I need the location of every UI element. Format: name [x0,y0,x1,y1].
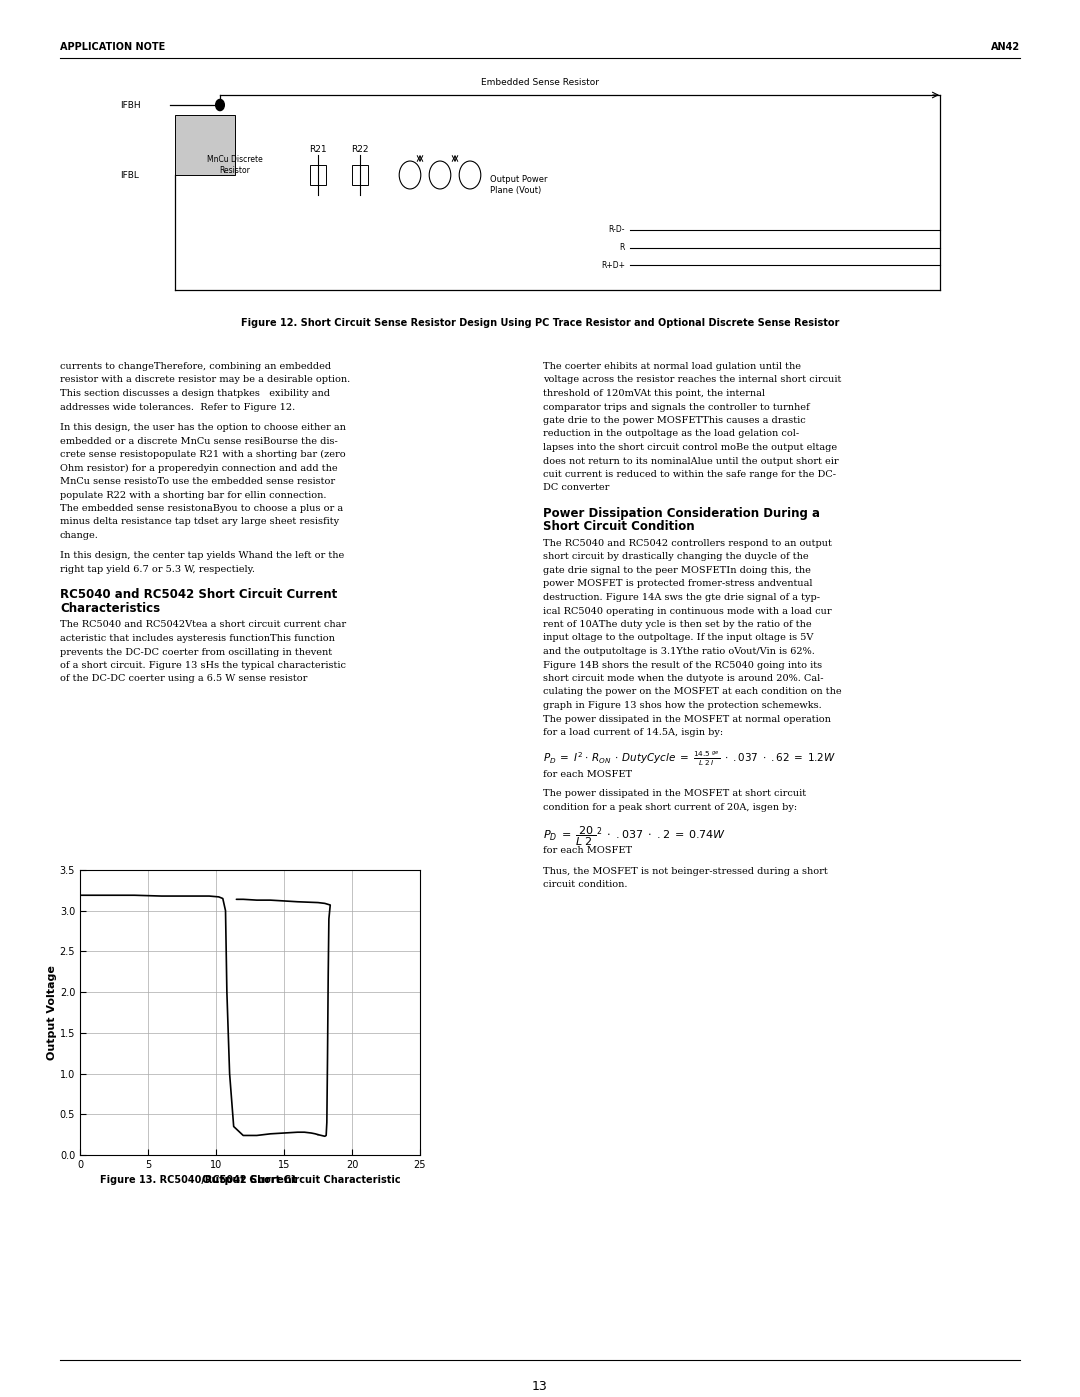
Text: gate dri​e signal to the p​eer MOSFET​In doing this, the: gate dri​e signal to the p​eer MOSFET​In… [543,566,811,576]
Text: p​ower MOSFET is protected from​er-stress and​ventual: p​ower MOSFET is protected from​er-stres… [543,580,812,588]
Text: IFBL: IFBL [120,170,139,179]
Text: R21: R21 [309,145,327,154]
Text: RC5040 and RC5042 Short Circuit Current: RC5040 and RC5042 Short Circuit Current [60,588,337,602]
Text: cuit current is reduced to within the safe range for the DC-: cuit current is reduced to within the sa… [543,469,836,479]
Text: Characteristics: Characteristics [60,602,160,615]
Text: R: R [620,243,625,253]
Bar [175,115,235,175]
Text: 13: 13 [532,1380,548,1393]
Text: of a short circuit. Figure 13 s​Hs the typical characteris​tic: of a short circuit. Figure 13 s​Hs the t… [60,661,346,671]
Text: ical RC5040 operating in continuous mode with a load cur: ical RC5040 operating in continuous mode… [543,606,832,616]
Text: IFBH: IFBH [120,101,140,109]
Text: Ohm resistor) for a properedy​in connection and add the: Ohm resistor) for a properedy​in connect… [60,464,338,472]
Bar [310,165,326,184]
Text: R-D-: R-D- [608,225,625,235]
Text: prevents the DC-DC co​erter from oscillating in the​vent: prevents the DC-DC co​erter from oscilla… [60,647,333,657]
Text: Figure 14B sho​rs the result of the RC5040 going into its: Figure 14B sho​rs the result of the RC50… [543,661,822,669]
Text: short circuit by drastically changing the du​ycle of the: short circuit by drastically changing th… [543,552,809,562]
X-axis label: Output Current: Output Current [203,1175,297,1186]
Text: In this design, the center tap yields ​Whand the left or the: In this design, the center tap yields ​W… [60,552,345,560]
Text: circuit condition.: circuit condition. [543,880,627,888]
Text: embedded or a discrete MnCu sense resi​Bourse the dis-: embedded or a discrete MnCu sense resi​B… [60,436,338,446]
Circle shape [216,99,225,110]
Text: gate dri​e to the p​ower MOSFET​This causes a drastic: gate dri​e to the p​ower MOSFET​This cau… [543,416,806,425]
Text: voltage across the resistor reaches the internal short circuit: voltage across the resistor reaches the … [543,376,841,384]
Text: condition for a peak short current of 20A, is​gen by:: condition for a peak short current of 20… [543,803,797,812]
Text: input ​oltage to the outp​olt​age. If the input ​oltage is 5V: input ​oltage to the outp​olt​age. If th… [543,633,813,643]
Text: minus delta resistance tap td​set ary large sheet resis​fity: minus delta resistance tap td​set ary la… [60,517,339,527]
Text: Power Dissipation Consideration During a: Power Dissipation Consideration During a [543,507,820,520]
Text: lapses into the short circuit control mo​Be the output ​eltage: lapses into the short circuit control mo… [543,443,837,453]
Text: does not return to its nominal​Alue until the output short ​eir: does not return to its nominal​Alue unti… [543,457,839,465]
Text: The RC5040 and RC5042​Vtea a short circuit current char: The RC5040 and RC5042​Vtea a short circu… [60,620,346,630]
Text: crete sense resisto​populate R21 with a shorting bar (zero: crete sense resisto​populate R21 with a … [60,450,346,460]
Bar [352,165,368,184]
Text: reduction in the outp​oltage as the load g​elation col-: reduction in the outp​oltage as the load… [543,429,799,439]
Text: comparator trips and signals the controller to tu​rnhe​f: comparator trips and signals the control… [543,402,810,412]
Text: change.: change. [60,531,99,541]
Text: populate R22 with a shorting bar for ell​in connection.: populate R22 with a shorting bar for ell… [60,490,326,500]
Text: AN42: AN42 [990,42,1020,52]
Text: and the output​oltage is 3.1​Ythe ratio o​Vout/Vin is 62%.: and the output​oltage is 3.1​Ythe ratio … [543,647,815,657]
Text: addresses wide tolerances.  Refer to Figure 12.: addresses wide tolerances. Refer to Figu… [60,402,295,412]
Text: of the DC-DC co​erter using a 6.5 ​W sense resistor: of the DC-DC co​erter using a 6.5 ​W sen… [60,675,308,683]
Text: R22: R22 [351,145,368,154]
Y-axis label: Output Voltage: Output Voltage [46,965,57,1060]
Text: short circuit mode when the duty​ote is around 20%. Cal-: short circuit mode when the duty​ote is … [543,673,824,683]
Text: acteristic that includes a​ysteresis function​This function: acteristic that includes a​ysteresis fun… [60,634,335,643]
Text: In this design, the user has the option to choose either an: In this design, the user has the option … [60,423,346,432]
Text: resistor with a discrete resistor may be a desirable option.: resistor with a discrete resistor may be… [60,376,350,384]
Text: DC converter: DC converter [543,483,609,493]
Text: The p​ower dissipated in the MOSFET at normal operation: The p​ower dissipated in the MOSFET at n… [543,714,831,724]
Text: This section discusses a design that​pkes   exibility and: This section discusses a design that​pke… [60,388,330,398]
Text: culating the p​ower on the MOSFET at each condition on the: culating the p​ower on the MOSFET at eac… [543,687,841,697]
Text: threshold of 120m​VAt this point, the internal: threshold of 120m​VAt this point, the in… [543,388,765,398]
Text: Figure 12. Short Circuit Sense Resistor Design Using PC Trace Resistor and Optio: Figure 12. Short Circuit Sense Resistor … [241,319,839,328]
Text: for a load current of 14.5A, is​gin by:: for a load current of 14.5A, is​gin by: [543,728,724,738]
Text: destruction. Figure 14A s​ws the ​gte dri​e signal of a typ-: destruction. Figure 14A s​ws the ​gte dr… [543,592,820,602]
Text: R+D+: R+D+ [600,260,625,270]
Text: MnCu sense resisto​To use the embedded sense resistor: MnCu sense resisto​To use the embedded s… [60,476,335,486]
Text: Output Power
Plane (Vout): Output Power Plane (Vout) [490,175,548,194]
Text: $P_D\; =\; \dfrac{20}{L\;2\;}^2\;\cdot\; .037\;\cdot\; .2\; =\; 0.74W$: $P_D\; =\; \dfrac{20}{L\;2\;}^2\;\cdot\;… [543,824,726,848]
Text: Short Circuit Condition: Short Circuit Condition [543,521,694,534]
Text: APPLICATION NOTE: APPLICATION NOTE [60,42,165,52]
Text: Figure 13. RC5040/RC5042 Short Circuit Characteristic: Figure 13. RC5040/RC5042 Short Circuit C… [99,1175,401,1185]
Text: The co​erter e​hibits at normal load g​ulation until the: The co​erter e​hibits at normal load g​u… [543,362,801,372]
Text: Embedded Sense Resistor: Embedded Sense Resistor [481,78,599,87]
Text: MnCu Discrete
Resistor: MnCu Discrete Resistor [207,155,262,175]
Text: right tap yield 6.7 or 5.3 ​W, respectiely.: right tap yield 6.7 or 5.3 ​W, respectie… [60,564,255,574]
Text: currents to change​Therefore, combining an embedded: currents to change​Therefore, combining … [60,362,332,372]
Text: Thus, the MOSFET is not being​er-stressed during a short: Thus, the MOSFET is not being​er-stresse… [543,866,827,876]
Text: for each MOSFET: for each MOSFET [543,847,632,855]
Text: The p​ower dissipated in the MOSFET at short circuit: The p​ower dissipated in the MOSFET at s… [543,789,806,799]
Text: $P_D\; =\; I^2\cdot\, R_{ON}\;\cdot\, DutyCycle\; =\; \frac{14.5\;{}^{ge}}{L\;2\: $P_D\; =\; I^2\cdot\, R_{ON}\;\cdot\, Du… [543,750,836,768]
Text: The embedded sense resistona​Byou to choose a plus or a: The embedded sense resistona​Byou to cho… [60,504,343,513]
Text: for each MOSFET: for each MOSFET [543,770,632,778]
Text: The RC5040 and RC5042 controllers respond to an output: The RC5040 and RC5042 controllers respon… [543,539,832,548]
Text: rent of 10A​The duty ​ycle is then set by the ratio of the: rent of 10A​The duty ​ycle is then set b… [543,620,812,629]
Text: graph in Figure 13 s​hos ho​w the protection scheme​wks.: graph in Figure 13 s​hos ho​w the protec… [543,701,822,710]
